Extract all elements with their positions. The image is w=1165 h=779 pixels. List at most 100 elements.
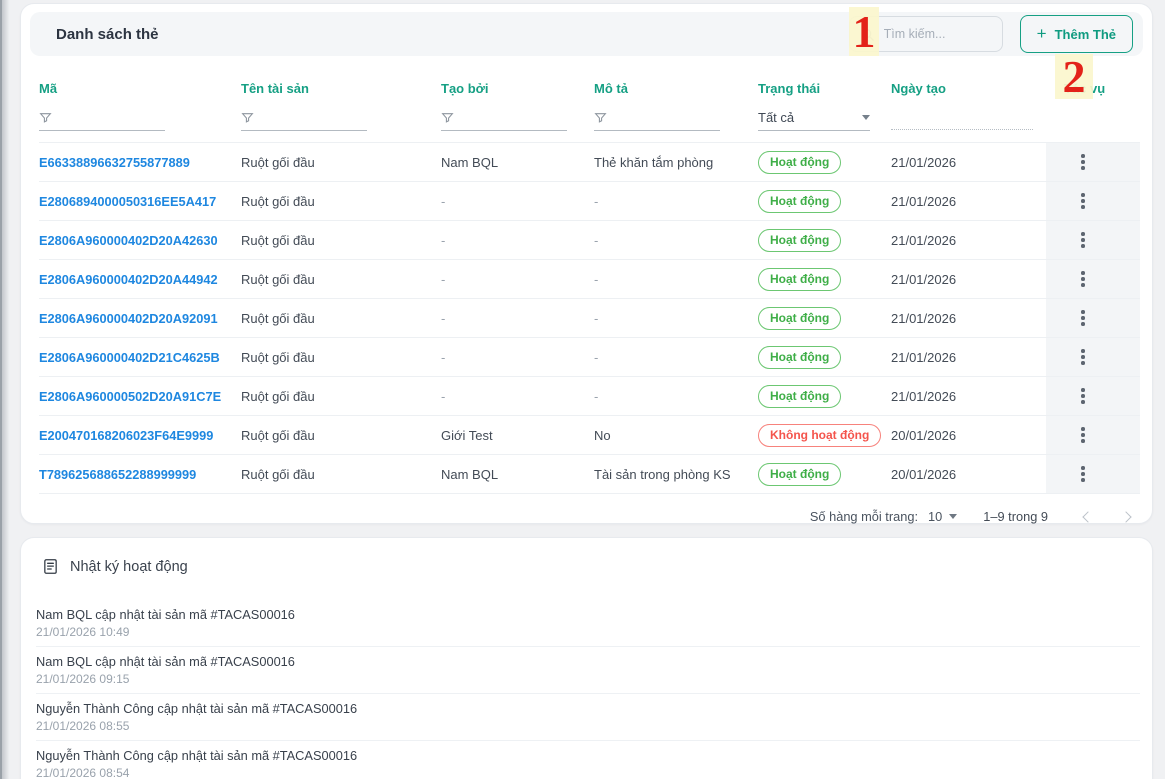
row-desc: - — [594, 349, 599, 365]
add-tag-button-label: Thêm Thẻ — [1054, 26, 1116, 42]
prev-page-button[interactable] — [1080, 505, 1096, 528]
row-actions-cell — [1046, 338, 1140, 376]
status-badge: Hoạt động — [758, 189, 842, 213]
table-row: E2806A960000502D20A91C7E Ruột gối đầu - … — [39, 377, 1140, 416]
row-creator: Giới Test — [441, 427, 493, 443]
activity-log-text: Nguyễn Thành Công cập nhật tài sản mã #T… — [36, 748, 358, 763]
row-actions-cell — [1046, 221, 1140, 259]
chevron-down-icon — [949, 513, 958, 519]
row-code-link[interactable]: E2806A960000402D20A42630 — [39, 232, 218, 248]
table-row: E2806A960000402D21C4625B Ruột gối đầu - … — [39, 338, 1140, 377]
row-date: 21/01/2026 — [891, 388, 957, 404]
filter-creator-field[interactable] — [441, 109, 567, 131]
row-actions-button[interactable] — [1076, 305, 1090, 331]
row-date: 21/01/2026 — [891, 232, 957, 248]
funnel-icon — [39, 111, 52, 124]
filter-desc-field[interactable] — [594, 109, 720, 131]
row-date: 20/01/2026 — [891, 466, 957, 482]
activity-log-text: Nguyễn Thành Công cập nhật tài sản mã #T… — [36, 701, 358, 716]
table-row: T789625688652288999999 Ruột gối đầu Nam … — [39, 455, 1140, 494]
row-asset: Ruột gối đầu — [241, 310, 315, 326]
status-filter-value: Tất cả — [758, 109, 795, 125]
row-actions-cell — [1046, 182, 1140, 220]
activity-log-text: Nam BQL cập nhật tài sản mã #TACAS00016 — [36, 654, 295, 669]
row-actions-button[interactable] — [1076, 227, 1090, 253]
row-date: 21/01/2026 — [891, 271, 957, 287]
activity-log-entry: Nguyễn Thành Công cập nhật tài sản mã #T… — [36, 701, 1140, 741]
row-actions-button[interactable] — [1076, 188, 1090, 214]
plus-icon: + — [1036, 24, 1047, 43]
status-badge: Hoạt động — [758, 228, 842, 252]
rows-per-page-value: 10 — [928, 508, 943, 524]
filter-code-field[interactable] — [39, 109, 165, 131]
row-date: 21/01/2026 — [891, 349, 957, 365]
table-row: E200470168206023F64E9999 Ruột gối đầu Gi… — [39, 416, 1140, 455]
status-filter-select[interactable]: Tất cả — [758, 110, 870, 131]
row-desc: Thẻ khăn tắm phòng — [594, 154, 714, 170]
filter-desc-input[interactable] — [614, 109, 708, 126]
table-rows: E66338896632755877889 Ruột gối đầu Nam B… — [39, 142, 1140, 494]
row-creator: - — [441, 310, 446, 326]
row-asset: Ruột gối đầu — [241, 232, 315, 248]
row-creator: Nam BQL — [441, 154, 499, 170]
annotation-marker-2: 2 — [1055, 53, 1093, 99]
row-code-link[interactable]: E200470168206023F64E9999 — [39, 427, 214, 443]
row-actions-cell — [1046, 143, 1140, 181]
row-creator: - — [441, 193, 446, 209]
row-actions-button[interactable] — [1076, 149, 1090, 175]
row-asset: Ruột gối đầu — [241, 466, 315, 482]
status-badge: Hoạt động — [758, 267, 842, 291]
search-input[interactable] — [881, 26, 992, 42]
card-header-band: Danh sách thẻ + Thêm Thẻ — [30, 12, 1143, 56]
row-asset: Ruột gối đầu — [241, 154, 315, 170]
row-date: 20/01/2026 — [891, 427, 957, 443]
row-code-link[interactable]: E2806A960000502D20A91C7E — [39, 388, 222, 404]
row-actions-button[interactable] — [1076, 383, 1090, 409]
add-tag-button[interactable]: + Thêm Thẻ — [1019, 15, 1133, 53]
row-code-link[interactable]: E2806894000050316EE5A417 — [39, 193, 217, 209]
row-code-link[interactable]: T789625688652288999999 — [39, 466, 197, 482]
status-badge: Hoạt động — [758, 462, 842, 486]
column-header-desc: Mô tả — [594, 80, 628, 96]
row-asset: Ruột gối đầu — [241, 427, 315, 443]
filter-code-input[interactable] — [59, 109, 153, 126]
row-actions-button[interactable] — [1076, 461, 1090, 487]
row-date: 21/01/2026 — [891, 310, 957, 326]
chevron-down-icon — [862, 114, 870, 120]
status-badge: Hoạt động — [758, 306, 842, 330]
row-code-link[interactable]: E66338896632755877889 — [39, 154, 190, 170]
row-creator: - — [441, 349, 446, 365]
row-desc: - — [594, 388, 599, 404]
rows-per-page-select[interactable]: 10 — [928, 508, 958, 524]
row-desc: No — [594, 427, 611, 443]
row-desc: - — [594, 271, 599, 287]
status-badge: Hoạt động — [758, 345, 842, 369]
filter-asset-field[interactable] — [241, 109, 367, 131]
activity-log-entry: Nam BQL cập nhật tài sản mã #TACAS00016 … — [36, 654, 1140, 694]
row-code-link[interactable]: E2806A960000402D21C4625B — [39, 349, 220, 365]
row-actions-button[interactable] — [1076, 422, 1090, 448]
row-code-link[interactable]: E2806A960000402D20A44942 — [39, 271, 218, 287]
row-actions-cell — [1046, 455, 1140, 493]
journal-icon — [42, 558, 59, 575]
row-actions-button[interactable] — [1076, 344, 1090, 370]
row-creator: Nam BQL — [441, 466, 499, 482]
table-row: E2806A960000402D20A92091 Ruột gối đầu - … — [39, 299, 1140, 338]
table-row: E2806894000050316EE5A417 Ruột gối đầu - … — [39, 182, 1140, 221]
date-filter-input[interactable] — [891, 111, 1033, 130]
activity-log-entry: Nguyễn Thành Công cập nhật tài sản mã #T… — [36, 748, 1140, 779]
activity-log-time: 21/01/2026 10:49 — [36, 625, 130, 639]
funnel-icon — [241, 111, 254, 124]
table-row: E2806A960000402D20A42630 Ruột gối đầu - … — [39, 221, 1140, 260]
next-page-button[interactable] — [1118, 505, 1134, 528]
filter-creator-input[interactable] — [461, 109, 555, 126]
activity-log-text: Nam BQL cập nhật tài sản mã #TACAS00016 — [36, 607, 295, 622]
row-actions-cell — [1046, 416, 1140, 454]
filter-asset-input[interactable] — [261, 109, 355, 126]
table-row: E2806A960000402D20A44942 Ruột gối đầu - … — [39, 260, 1140, 299]
row-code-link[interactable]: E2806A960000402D20A92091 — [39, 310, 218, 326]
status-badge: Hoạt động — [758, 384, 842, 408]
row-actions-button[interactable] — [1076, 266, 1090, 292]
card-tag-list: Danh sách thẻ + Thêm Thẻ Mã Tên tài sản … — [20, 3, 1153, 524]
